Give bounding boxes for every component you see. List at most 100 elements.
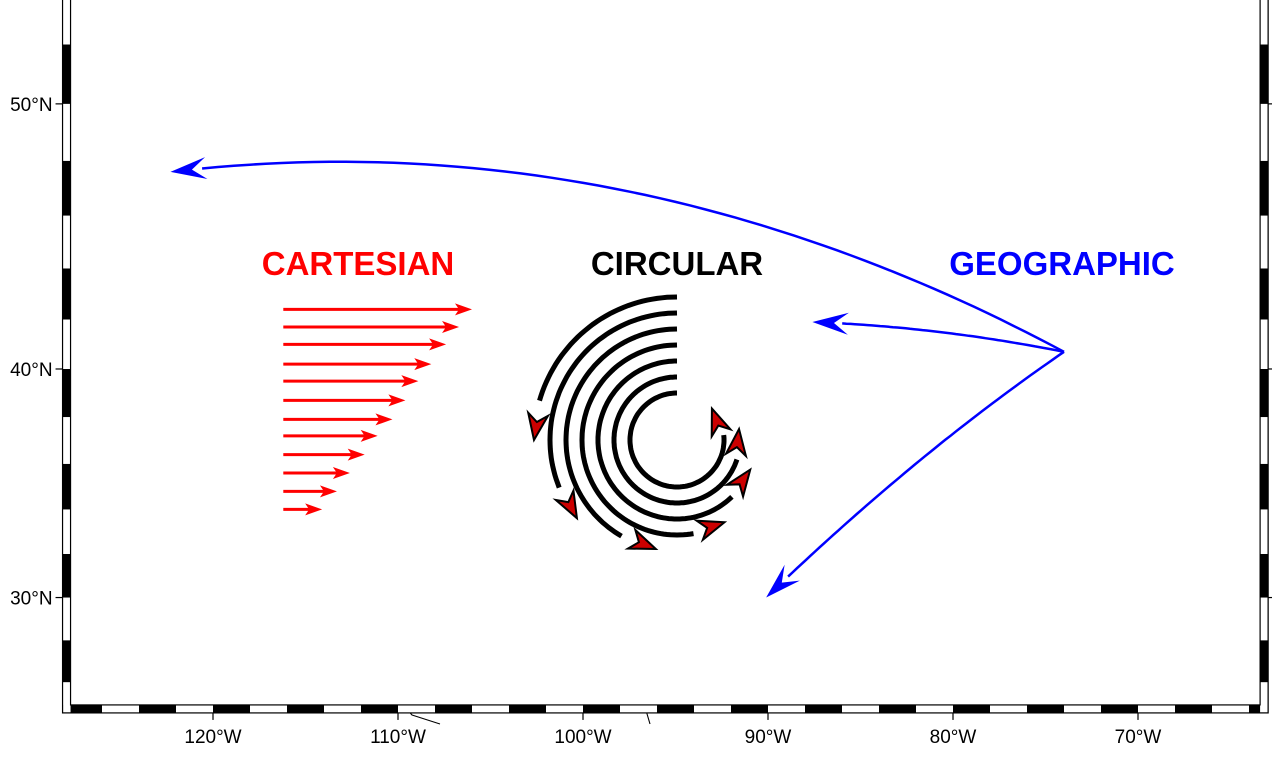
frame-segment: [62, 553, 71, 598]
frame-segment: [62, 319, 71, 369]
frame-segment: [398, 704, 435, 713]
arc-shaft: [537, 294, 678, 402]
cartesian-vector: [283, 321, 460, 334]
map-frame: [61, 0, 1269, 714]
axis-ticks: 120°W 110°W 100°W 90°W 80°W 70°W 50°N 40°N 30°N: [10, 95, 1272, 748]
cartesian-vector: [283, 429, 378, 442]
frame-segment: [62, 103, 71, 161]
arrowhead-icon: [305, 503, 323, 516]
frame-segment: [731, 704, 768, 713]
arrowhead-icon: [429, 338, 447, 351]
frame-segment: [435, 704, 472, 713]
frame-segment: [62, 268, 71, 320]
arrowhead-icon: [723, 426, 748, 460]
frame-segment: [70, 704, 102, 713]
frame-segment: [62, 682, 71, 705]
frame-segment: [583, 704, 620, 713]
arc-shaft: [563, 326, 678, 539]
arrowhead-icon: [388, 394, 406, 407]
arrowhead-icon: [766, 564, 800, 598]
lon-tick-label: 80°W: [930, 727, 977, 748]
frame-segment: [694, 704, 731, 713]
frame-outer: [62, 0, 1269, 714]
arc-shaft: [579, 342, 694, 538]
cartesian-vector: [283, 394, 406, 407]
arrowhead-icon: [624, 526, 659, 550]
arc-shaft: [595, 358, 734, 522]
cartesian-vector: [283, 448, 365, 461]
frame-segment: [62, 160, 71, 216]
frame-segment: [102, 704, 139, 713]
cartesian-vector: [283, 485, 337, 498]
frame-segment: [546, 704, 583, 713]
cartesian-vector: [283, 358, 432, 371]
geographic-vectors: [170, 157, 1065, 598]
frame-segment: [1260, 215, 1269, 269]
arrowhead-icon: [401, 375, 419, 388]
arrowhead-icon: [170, 157, 208, 179]
frame-segment: [62, 368, 71, 418]
frame-segment: [916, 704, 953, 713]
frame-segment: [509, 704, 546, 713]
circular-vector: [579, 342, 728, 543]
arrowhead-icon: [332, 467, 350, 480]
frame-segment: [176, 704, 213, 713]
circular-vector: [563, 326, 678, 550]
frame-segment: [1138, 704, 1175, 713]
frame-segment: [879, 704, 916, 713]
circular-vectors: [526, 294, 752, 550]
frame-segment: [1249, 704, 1261, 713]
frame-inner-border: [69, 0, 1261, 706]
arrowhead-icon: [710, 405, 734, 441]
geographic-label: GEOGRAPHIC: [949, 245, 1175, 282]
frame-segment: [1260, 417, 1269, 464]
arc-shaft: [547, 310, 678, 489]
lat-tick-label: 50°N: [10, 95, 52, 116]
frame-segment: [250, 704, 287, 713]
frame-segment: [287, 704, 324, 713]
lon-tick-label: 120°W: [184, 727, 241, 748]
frame-segment: [361, 704, 398, 713]
frame-segment: [1260, 597, 1269, 641]
frame-segment: [324, 704, 361, 713]
lat-tick-label: 40°N: [10, 360, 52, 381]
frame-segment: [62, 0, 71, 45]
frame-segment: [1260, 368, 1269, 418]
circular-vector: [611, 374, 748, 506]
frame-segment: [1260, 509, 1269, 554]
frame-segment: [62, 463, 71, 510]
frame-segment: [472, 704, 509, 713]
circular-label: CIRCULAR: [591, 245, 763, 282]
circular-vector: [627, 390, 734, 490]
arrowhead-icon: [552, 486, 579, 521]
frame-segment: [1027, 704, 1064, 713]
frame-segment: [657, 704, 694, 713]
frame-segment: [1260, 44, 1269, 104]
frame-segment: [1260, 682, 1269, 705]
cartesian-vector: [283, 503, 323, 516]
geographic-vector: [812, 312, 1065, 354]
lon-tick-label: 90°W: [745, 727, 792, 748]
frame-segment: [62, 417, 71, 464]
arrowhead-icon: [812, 312, 849, 335]
frame-segment: [62, 640, 71, 683]
arc-shaft: [627, 390, 727, 490]
great-circle-shaft: [201, 160, 1065, 353]
geographic-vector: [766, 350, 1065, 598]
cartesian-label: CARTESIAN: [262, 245, 455, 282]
frame-segment: [1064, 704, 1101, 713]
frame-segment: [1175, 704, 1212, 713]
frame-segment: [990, 704, 1027, 713]
circular-vector: [526, 294, 678, 443]
lon-tick-label: 100°W: [554, 727, 611, 748]
frame-segment: [842, 704, 879, 713]
frame-segment: [62, 597, 71, 641]
arrowhead-icon: [693, 519, 728, 543]
frame-segment: [1260, 268, 1269, 320]
lon-tick-label: 70°W: [1115, 727, 1162, 748]
frame-border: [61, 0, 1269, 714]
arrowhead-icon: [414, 358, 432, 371]
arrowhead-icon: [319, 485, 337, 498]
cartesian-vector: [283, 413, 393, 426]
